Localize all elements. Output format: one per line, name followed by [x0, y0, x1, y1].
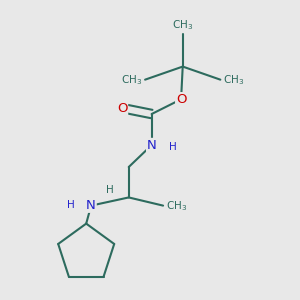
Text: CH$_3$: CH$_3$ [223, 73, 244, 87]
Text: CH$_3$: CH$_3$ [121, 73, 142, 87]
Text: CH$_3$: CH$_3$ [166, 199, 187, 212]
Text: H: H [169, 142, 176, 152]
Text: H: H [67, 200, 75, 210]
Text: O: O [176, 93, 186, 106]
Text: H: H [106, 185, 114, 195]
Text: O: O [117, 102, 128, 115]
Text: N: N [86, 199, 96, 212]
Text: CH$_3$: CH$_3$ [172, 18, 193, 32]
Text: N: N [147, 139, 157, 152]
